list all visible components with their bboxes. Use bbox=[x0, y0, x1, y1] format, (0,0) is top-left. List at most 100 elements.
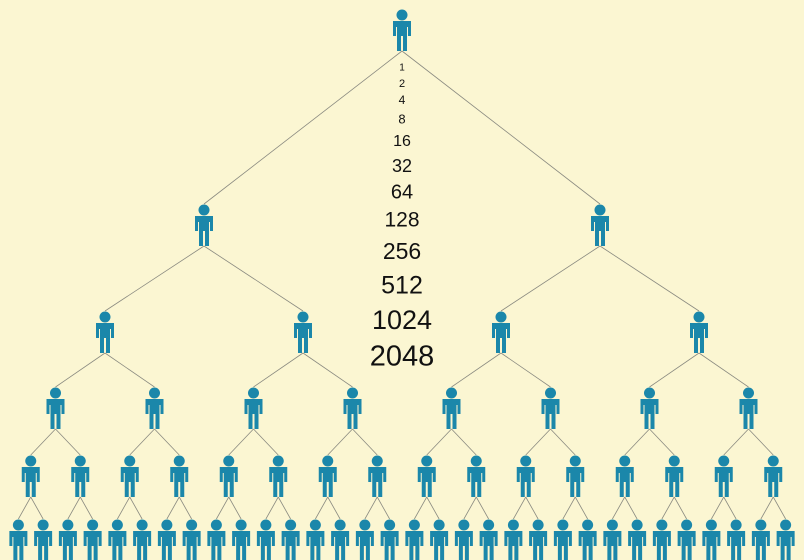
person-icon bbox=[777, 520, 795, 560]
person-icon bbox=[9, 520, 27, 560]
person-icon bbox=[616, 456, 634, 498]
edge bbox=[625, 429, 650, 455]
person-icon bbox=[641, 388, 659, 430]
edge bbox=[254, 353, 304, 387]
edge bbox=[551, 429, 576, 455]
person-icon bbox=[702, 520, 720, 560]
person-icon bbox=[121, 456, 139, 498]
count-label: 64 bbox=[391, 181, 413, 203]
person-icon bbox=[542, 388, 560, 430]
page: 124816326412825651210242048 (() => { con… bbox=[0, 0, 804, 560]
count-label: 512 bbox=[381, 272, 423, 300]
person-icon bbox=[331, 520, 349, 560]
edge bbox=[328, 497, 340, 519]
edge bbox=[402, 51, 600, 204]
person-icon bbox=[183, 520, 201, 560]
person-icon bbox=[690, 312, 708, 354]
person-icon bbox=[257, 520, 275, 560]
edge bbox=[266, 497, 278, 519]
person-icon bbox=[628, 520, 646, 560]
person-icon bbox=[455, 520, 473, 560]
edge bbox=[80, 497, 92, 519]
edge bbox=[105, 353, 155, 387]
count-label: 32 bbox=[392, 156, 412, 176]
edge bbox=[476, 497, 488, 519]
edge bbox=[117, 497, 129, 519]
person-icon bbox=[368, 456, 386, 498]
tree-diagram: 124816326412825651210242048 bbox=[0, 0, 804, 560]
count-label: 1 bbox=[399, 63, 405, 74]
edge bbox=[278, 497, 290, 519]
edge bbox=[377, 497, 389, 519]
edge bbox=[414, 497, 426, 519]
edge bbox=[130, 497, 142, 519]
person-icon bbox=[554, 520, 572, 560]
count-label: 8 bbox=[398, 111, 405, 126]
person-icon bbox=[282, 520, 300, 560]
edge bbox=[600, 246, 699, 311]
edge bbox=[699, 353, 749, 387]
edge bbox=[501, 353, 551, 387]
person-icon bbox=[195, 205, 213, 247]
person-icon bbox=[356, 520, 374, 560]
edge bbox=[31, 429, 56, 455]
person-icon bbox=[715, 456, 733, 498]
person-icon bbox=[344, 388, 362, 430]
count-label: 2 bbox=[399, 78, 405, 90]
person-icon bbox=[84, 520, 102, 560]
edge bbox=[130, 429, 155, 455]
edge bbox=[452, 429, 477, 455]
edge bbox=[56, 353, 106, 387]
person-icon bbox=[381, 520, 399, 560]
person-icon bbox=[405, 520, 423, 560]
person-icon bbox=[492, 312, 510, 354]
edge bbox=[711, 497, 723, 519]
edge bbox=[353, 429, 378, 455]
count-label: 16 bbox=[393, 133, 411, 150]
person-icon bbox=[59, 520, 77, 560]
edge bbox=[575, 497, 587, 519]
person-icon bbox=[133, 520, 151, 560]
edge bbox=[650, 429, 675, 455]
person-icon bbox=[71, 456, 89, 498]
edge bbox=[749, 429, 774, 455]
person-icon bbox=[752, 520, 770, 560]
person-icon bbox=[529, 520, 547, 560]
edge bbox=[464, 497, 476, 519]
edge bbox=[761, 497, 773, 519]
edge bbox=[56, 429, 81, 455]
person-icon bbox=[653, 520, 671, 560]
edge bbox=[452, 353, 502, 387]
edge bbox=[328, 429, 353, 455]
person-icon bbox=[232, 520, 250, 560]
edge bbox=[31, 497, 43, 519]
person-icon bbox=[591, 205, 609, 247]
edge bbox=[179, 497, 191, 519]
person-icon bbox=[579, 520, 597, 560]
edge bbox=[563, 497, 575, 519]
edge bbox=[167, 497, 179, 519]
person-icon bbox=[467, 456, 485, 498]
edge bbox=[105, 246, 204, 311]
person-icon bbox=[443, 388, 461, 430]
person-icon bbox=[418, 456, 436, 498]
person-icon bbox=[146, 388, 164, 430]
count-label: 2048 bbox=[370, 341, 435, 373]
count-label: 128 bbox=[384, 209, 419, 232]
person-icon bbox=[665, 456, 683, 498]
person-icon bbox=[504, 520, 522, 560]
person-icon bbox=[319, 456, 337, 498]
edge bbox=[204, 246, 303, 311]
edge bbox=[229, 429, 254, 455]
person-icon bbox=[34, 520, 52, 560]
person-icon bbox=[170, 456, 188, 498]
person-icon bbox=[207, 520, 225, 560]
person-icon bbox=[220, 456, 238, 498]
edge bbox=[427, 497, 439, 519]
edge bbox=[650, 353, 700, 387]
person-icon bbox=[393, 10, 411, 52]
person-icon bbox=[603, 520, 621, 560]
edge bbox=[612, 497, 624, 519]
person-icon bbox=[269, 456, 287, 498]
